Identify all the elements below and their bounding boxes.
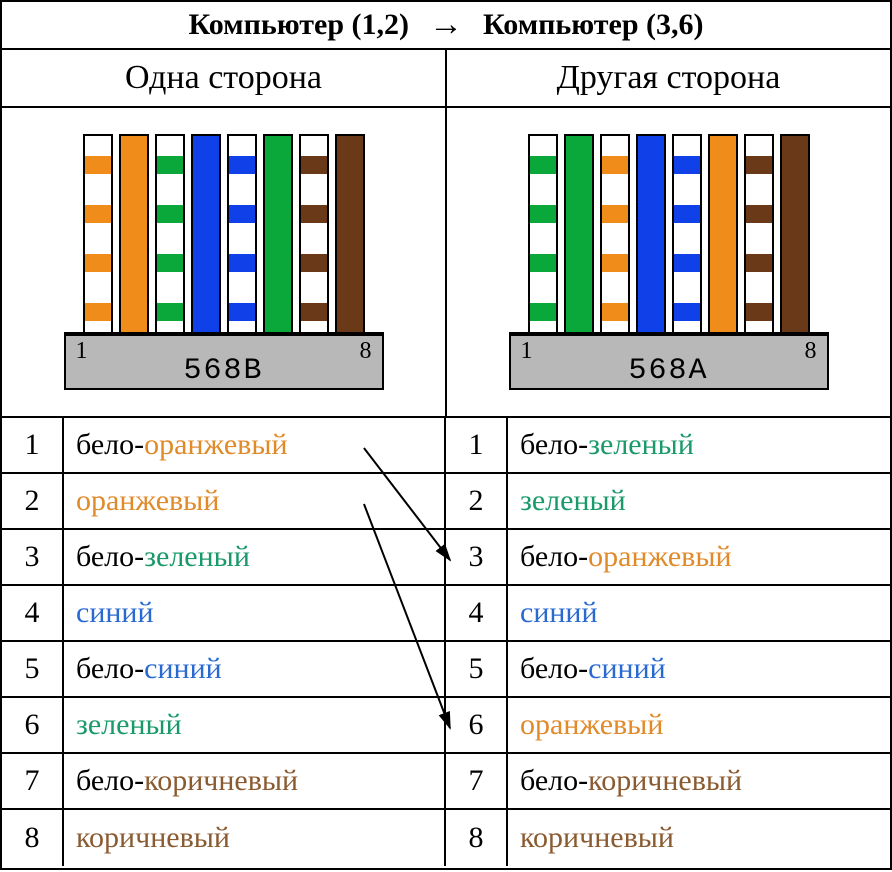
wire bbox=[119, 134, 149, 334]
title-row: Компьютер (1,2) → Компьютер (3,6) bbox=[2, 2, 890, 50]
subheader-left: Одна сторона bbox=[2, 50, 447, 106]
row-number: 5 bbox=[446, 642, 508, 698]
row-number: 6 bbox=[2, 698, 64, 754]
row-number: 2 bbox=[446, 474, 508, 530]
wire bbox=[780, 134, 810, 334]
row-number: 4 bbox=[446, 586, 508, 642]
connector-base-left: 1 8 568B bbox=[64, 332, 384, 390]
wire-color-left: зеленый bbox=[64, 698, 446, 754]
wire bbox=[600, 134, 630, 334]
subheader-row: Одна сторона Другая сторона bbox=[2, 50, 890, 108]
wire bbox=[191, 134, 221, 334]
subheader-right: Другая сторона bbox=[447, 50, 890, 106]
wire-color-right: синий bbox=[508, 586, 890, 642]
pin-1-label: 1 bbox=[76, 338, 88, 365]
wire bbox=[299, 134, 329, 334]
wire bbox=[528, 134, 558, 334]
row-number: 1 bbox=[446, 418, 508, 474]
wire-color-right: бело-оранжевый bbox=[508, 530, 890, 586]
connector-right-panel: 1 8 568A bbox=[447, 108, 890, 416]
row-number: 7 bbox=[446, 754, 508, 810]
wire-color-left: бело-коричневый bbox=[64, 754, 446, 810]
wire bbox=[708, 134, 738, 334]
row-number: 3 bbox=[446, 530, 508, 586]
wire bbox=[263, 134, 293, 334]
row-number: 8 bbox=[446, 810, 508, 866]
pin-1-label: 1 bbox=[521, 338, 533, 365]
wire bbox=[227, 134, 257, 334]
wire-color-right: зеленый bbox=[508, 474, 890, 530]
diagram-root: Компьютер (1,2) → Компьютер (3,6) Одна с… bbox=[0, 0, 892, 870]
wires-right bbox=[509, 134, 829, 334]
title-right: Компьютер (3,6) bbox=[483, 8, 704, 42]
wire bbox=[564, 134, 594, 334]
connector-568a: 1 8 568A bbox=[509, 134, 829, 390]
connector-left-panel: 1 8 568B bbox=[2, 108, 447, 416]
wire-color-right: бело-зеленый bbox=[508, 418, 890, 474]
pinout-table: 1бело-оранжевый1бело-зеленый2оранжевый2з… bbox=[2, 418, 890, 866]
row-number: 4 bbox=[2, 586, 64, 642]
row-number: 6 bbox=[446, 698, 508, 754]
wire-color-right: оранжевый bbox=[508, 698, 890, 754]
wire-color-left: бело-оранжевый bbox=[64, 418, 446, 474]
wire-color-right: коричневый bbox=[508, 810, 890, 866]
wire-color-right: бело-коричневый bbox=[508, 754, 890, 810]
wire bbox=[155, 134, 185, 334]
wire bbox=[83, 134, 113, 334]
wire-color-left: оранжевый bbox=[64, 474, 446, 530]
connector-base-right: 1 8 568A bbox=[509, 332, 829, 390]
wire-color-left: коричневый bbox=[64, 810, 446, 866]
wire-color-left: синий bbox=[64, 586, 446, 642]
wire bbox=[672, 134, 702, 334]
standard-label-right: 568A bbox=[628, 354, 708, 388]
wire-color-left: бело-синий bbox=[64, 642, 446, 698]
pin-8-label: 8 bbox=[805, 338, 817, 365]
standard-label-left: 568B bbox=[183, 354, 263, 388]
row-number: 5 bbox=[2, 642, 64, 698]
wire bbox=[335, 134, 365, 334]
title-left: Компьютер (1,2) bbox=[188, 8, 409, 42]
wire-color-right: бело-синий bbox=[508, 642, 890, 698]
row-number: 7 bbox=[2, 754, 64, 810]
wire bbox=[744, 134, 774, 334]
pin-8-label: 8 bbox=[360, 338, 372, 365]
row-number: 8 bbox=[2, 810, 64, 866]
title-arrow: → bbox=[429, 6, 463, 44]
row-number: 2 bbox=[2, 474, 64, 530]
row-number: 3 bbox=[2, 530, 64, 586]
connector-568b: 1 8 568B bbox=[64, 134, 384, 390]
connectors-row: 1 8 568B 1 8 568A bbox=[2, 108, 890, 418]
wire bbox=[636, 134, 666, 334]
wire-color-left: бело-зеленый bbox=[64, 530, 446, 586]
wires-left bbox=[64, 134, 384, 334]
row-number: 1 bbox=[2, 418, 64, 474]
